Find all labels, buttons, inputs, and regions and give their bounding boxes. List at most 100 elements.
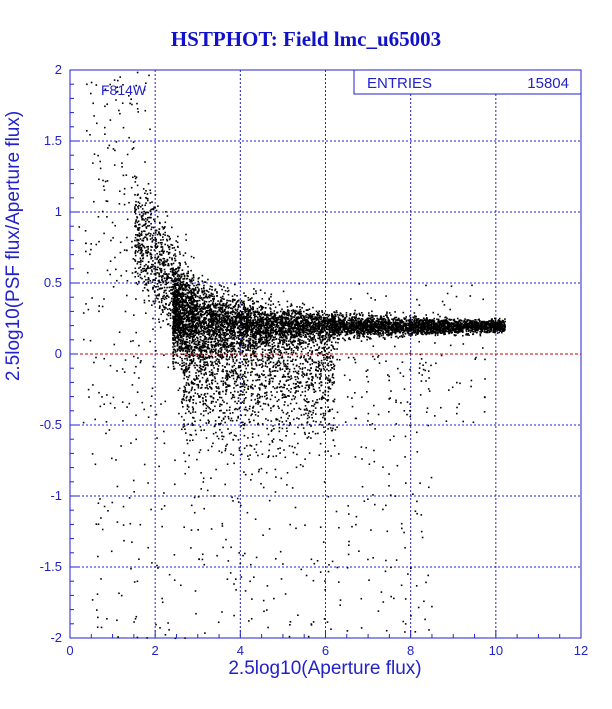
scatter-point <box>249 349 251 352</box>
scatter-point <box>172 339 175 341</box>
scatter-point <box>175 354 178 356</box>
scatter-point <box>183 325 185 327</box>
scatter-point <box>255 324 257 327</box>
scatter-point <box>383 318 386 320</box>
scatter-point <box>235 315 238 318</box>
scatter-point <box>343 328 345 331</box>
scatter-point <box>317 325 319 328</box>
scatter-point <box>234 320 236 323</box>
scatter-point <box>174 308 176 310</box>
scatter-point <box>455 329 458 331</box>
scatter-point <box>397 326 399 328</box>
scatter-point <box>312 306 314 309</box>
scatter-point <box>246 314 248 316</box>
scatter-point <box>233 330 235 332</box>
scatter-point <box>416 324 418 327</box>
scatter-point <box>479 330 481 333</box>
scatter-point <box>497 319 499 322</box>
scatter-point <box>194 307 197 309</box>
scatter-point <box>203 316 205 319</box>
scatter-point <box>376 330 378 332</box>
scatter-point <box>231 323 233 326</box>
scatter-point <box>355 327 357 329</box>
scatter-point <box>328 333 331 335</box>
scatter-point <box>228 337 230 340</box>
scatter-point <box>196 322 198 324</box>
scatter-point <box>253 332 256 334</box>
scatter-point <box>207 319 210 321</box>
scatter-point <box>238 317 241 320</box>
scatter-point <box>191 282 194 285</box>
scatter-point <box>430 321 432 323</box>
scatter-point <box>239 324 242 326</box>
scatter-point <box>200 297 203 299</box>
scatter-point <box>321 310 323 312</box>
scatter-point <box>220 299 222 301</box>
scatter-point <box>181 343 184 346</box>
scatter-point <box>290 332 293 335</box>
scatter-point <box>456 317 459 320</box>
scatter-point <box>215 327 218 330</box>
scatter-point <box>288 324 291 326</box>
scatter-point <box>459 321 462 323</box>
scatter-point <box>297 326 300 329</box>
scatter-point <box>309 323 311 325</box>
scatter-point <box>414 331 416 334</box>
scatter-point <box>370 328 373 331</box>
scatter-point <box>270 300 272 302</box>
scatter-point <box>270 317 272 319</box>
scatter-point <box>267 326 270 329</box>
scatter-point <box>251 330 253 333</box>
scatter-point <box>300 314 302 317</box>
scatter-point <box>193 318 195 320</box>
scatter-point <box>214 332 217 335</box>
scatter-point <box>200 328 203 330</box>
scatter-point <box>500 322 502 325</box>
scatter-point <box>311 326 314 329</box>
scatter-point <box>179 340 182 343</box>
scatter-point <box>455 334 457 336</box>
scatter-point <box>228 318 230 320</box>
scatter-point <box>368 325 370 327</box>
scatter-point <box>330 335 333 338</box>
scatter-point <box>385 324 388 327</box>
scatter-point <box>359 324 362 326</box>
scatter-point <box>216 318 219 320</box>
scatter-point <box>499 321 501 323</box>
scatter-point <box>454 325 456 328</box>
scatter-point <box>197 339 199 342</box>
scatter-point <box>210 295 213 297</box>
scatter-point <box>467 333 469 335</box>
scatter-point <box>245 323 247 326</box>
scatter-point <box>469 320 472 323</box>
scatter-point <box>316 313 318 316</box>
scatter-point <box>279 334 281 337</box>
scatter-point <box>209 294 212 297</box>
scatter-point <box>337 319 340 321</box>
scatter-point <box>225 311 227 313</box>
scatter-point <box>280 319 282 322</box>
scatter-point <box>398 324 400 326</box>
scatter-point <box>262 336 264 338</box>
scatter-point <box>197 313 199 316</box>
scatter-point <box>502 320 504 323</box>
scatter-point <box>206 346 209 348</box>
scatter-point <box>182 311 184 314</box>
scatter-point <box>178 323 180 325</box>
scatter-point <box>329 322 331 324</box>
scatter-point <box>282 343 284 345</box>
scatter-point <box>306 313 309 316</box>
scatter-point <box>207 307 210 309</box>
scatter-point <box>377 323 379 325</box>
scatter-point <box>279 329 282 331</box>
scatter-point <box>264 311 266 313</box>
scatter-point <box>177 333 179 336</box>
scatter-point <box>215 337 218 340</box>
scatter-point <box>350 319 352 322</box>
scatter-point <box>427 329 429 331</box>
scatter-point <box>311 337 314 339</box>
scatter-point <box>173 303 176 306</box>
scatter-point <box>466 334 468 336</box>
scatter-point <box>260 319 262 322</box>
scatter-point <box>188 300 190 302</box>
